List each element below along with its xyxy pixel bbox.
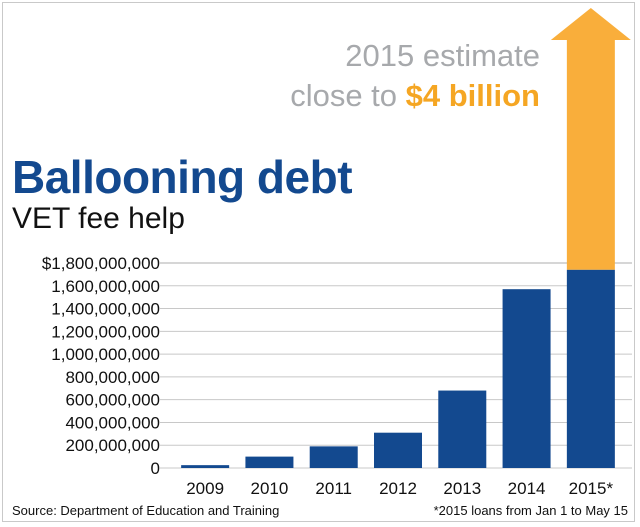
bar: [438, 390, 487, 468]
chart-frame: [2, 2, 635, 522]
estimate-annotation: 2015 estimate close to $4 billion: [290, 36, 540, 116]
annotation-line-2: close to $4 billion: [290, 76, 540, 116]
y-tick-label: 0: [151, 459, 160, 478]
chart-subtitle: VET fee help: [12, 202, 185, 235]
bar: [374, 432, 422, 468]
bar: [181, 465, 230, 468]
y-tick-label: 800,000,000: [65, 368, 160, 387]
y-tick-label: 1,600,000,000: [51, 277, 160, 296]
bar: [502, 289, 551, 468]
x-tick-label: 2015*: [569, 479, 614, 498]
y-tick-label: 1,000,000,000: [51, 345, 160, 364]
x-tick-label: 2012: [379, 479, 417, 498]
chart-title: Ballooning debt: [12, 151, 353, 203]
annotation-prefix: close to: [290, 78, 406, 113]
estimate-arrow-head: [550, 8, 631, 40]
bar: [566, 269, 615, 468]
y-tick-label: 1,400,000,000: [51, 300, 160, 319]
x-tick-label: 2009: [186, 479, 224, 498]
estimate-arrow-body: [566, 38, 615, 270]
y-tick-label: 200,000,000: [65, 436, 160, 455]
y-tick-label: $1,800,000,000: [42, 254, 160, 273]
y-tick-label: 1,200,000,000: [51, 322, 160, 341]
x-tick-label: 2011: [315, 479, 352, 498]
bar: [309, 446, 358, 468]
annotation-line-1: 2015 estimate: [345, 38, 540, 73]
y-tick-label: 400,000,000: [65, 413, 160, 432]
x-tick-label: 2014: [508, 479, 546, 498]
bar: [245, 456, 294, 468]
footnote: *2015 loans from Jan 1 to May 15: [433, 503, 628, 518]
x-tick-label: 2010: [251, 479, 289, 498]
source-note: Source: Department of Education and Trai…: [12, 503, 280, 518]
x-tick-label: 2013: [443, 479, 481, 498]
annotation-highlight: $4 billion: [405, 78, 540, 113]
y-tick-label: 600,000,000: [65, 391, 160, 410]
